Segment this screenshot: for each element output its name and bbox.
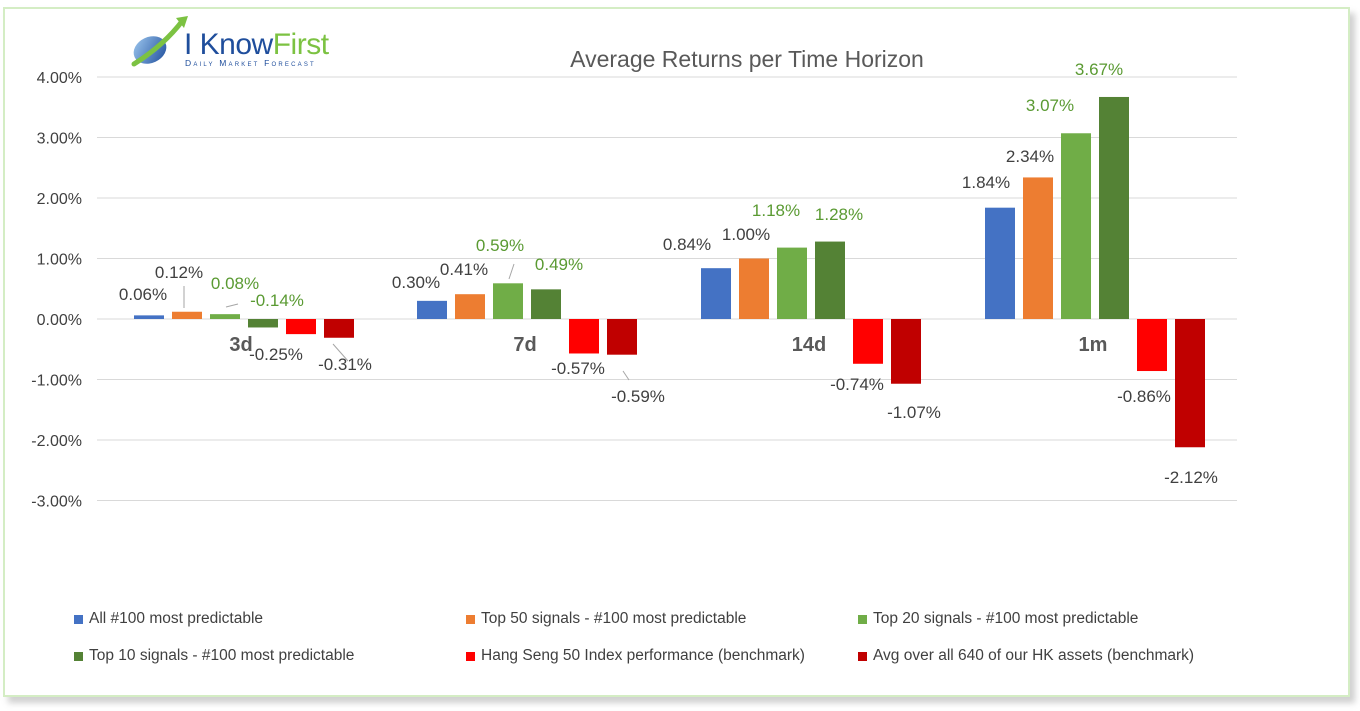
bar	[493, 283, 523, 319]
y-axis: 4.00% 3.00% 2.00% 1.00% 0.00% -1.00% -2.00% -3.…	[31, 70, 82, 511]
category-label: 1m	[1079, 334, 1108, 356]
data-labels: 0.06%0.12%0.08%-0.14%-0.25%-0.31%0.30%0.…	[119, 60, 1218, 487]
data-label: 2.34%	[1006, 147, 1054, 166]
data-label: 0.12%	[155, 263, 203, 282]
bar	[1099, 96, 1129, 319]
bar	[248, 319, 278, 328]
y-tick-label: 0.00%	[37, 312, 82, 329]
bar	[569, 319, 599, 354]
bar	[172, 311, 202, 319]
category-labels: 3d 7d 14d 1m	[229, 334, 1107, 356]
category-label: 14d	[792, 334, 826, 356]
bar	[1023, 177, 1053, 319]
bar	[607, 319, 637, 355]
bar	[286, 319, 316, 335]
category-label: 3d	[229, 334, 252, 356]
bar	[455, 294, 485, 319]
data-label: -0.25%	[249, 345, 303, 364]
data-label: -0.86%	[1117, 387, 1171, 406]
logo-wordmark: I KnowFirst	[184, 28, 329, 61]
y-tick-label: -2.00%	[31, 433, 82, 450]
y-tick-label: 4.00%	[37, 70, 82, 87]
logo-globe-icon	[131, 16, 188, 67]
bar	[739, 258, 769, 319]
bar	[1061, 133, 1091, 319]
bar	[777, 247, 807, 319]
data-label: -0.74%	[830, 375, 884, 394]
leader-line	[622, 370, 630, 381]
label-leader-lines	[183, 263, 630, 381]
data-label: -0.31%	[318, 355, 372, 374]
bar	[1175, 319, 1205, 448]
bar	[891, 319, 921, 384]
bar	[853, 319, 883, 364]
data-label: 0.30%	[392, 273, 440, 292]
y-tick-label: -3.00%	[31, 494, 82, 511]
y-tick-label: 3.00%	[37, 131, 82, 148]
bars	[134, 96, 1205, 448]
y-tick-label: 1.00%	[37, 252, 82, 269]
bar	[815, 241, 845, 319]
bar	[531, 289, 561, 319]
bar	[134, 315, 164, 319]
data-label: 0.41%	[440, 260, 488, 279]
leader-line	[332, 343, 349, 362]
company-logo: I KnowFirst Daily Market Forecast	[128, 14, 358, 76]
category-label: 7d	[513, 334, 536, 356]
y-tick-label: -1.00%	[31, 373, 82, 390]
bar	[210, 314, 240, 319]
data-label: -0.14%	[250, 291, 304, 310]
data-label: 3.67%	[1075, 60, 1123, 79]
chart-title: Average Returns per Time Horizon	[570, 46, 924, 72]
data-label: 0.06%	[119, 285, 167, 304]
y-tick-label: 2.00%	[37, 191, 82, 208]
data-label: 1.84%	[962, 173, 1010, 192]
data-label: 0.49%	[535, 255, 583, 274]
bar	[1137, 319, 1167, 372]
data-label: 3.07%	[1026, 96, 1074, 115]
leader-line	[508, 263, 515, 280]
bar	[701, 268, 731, 319]
data-label: 1.18%	[752, 201, 800, 220]
data-label: -1.07%	[887, 403, 941, 422]
data-label: 0.08%	[211, 274, 259, 293]
data-label: -2.12%	[1164, 468, 1218, 487]
logo-tagline: Daily Market Forecast	[185, 58, 316, 68]
data-label: 0.59%	[476, 236, 524, 255]
leader-line	[225, 303, 239, 308]
data-label: 0.84%	[663, 235, 711, 254]
data-label: 1.28%	[815, 205, 863, 224]
data-label: -0.59%	[611, 387, 665, 406]
bar	[985, 207, 1015, 319]
data-label: 1.00%	[722, 225, 770, 244]
data-label: -0.57%	[551, 359, 605, 378]
bar	[417, 300, 447, 319]
bar	[324, 319, 354, 338]
